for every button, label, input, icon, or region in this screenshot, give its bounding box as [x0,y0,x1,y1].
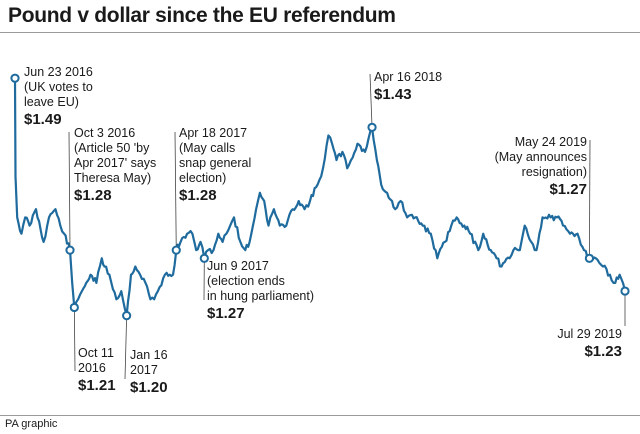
annotation-marker [122,311,132,321]
annotation-value: $1.23 [584,343,622,360]
top-rule [0,32,640,33]
annotation-value: $1.21 [78,377,116,394]
annotation-leader [124,315,128,380]
annotation-note: election) [179,171,226,185]
annotation-note: (UK votes to [24,80,93,94]
annotation-date: May 24 2019 [515,135,587,149]
chart-title: Pound v dollar since the EU referendum [8,4,396,27]
annotation-note: resignation) [522,165,587,179]
annotation-note: in hung parliament) [207,289,314,303]
annotation-leader [73,307,76,372]
annotation-date: Apr 18 2017 [179,126,247,140]
annotation-marker [584,253,595,263]
annotation-date: Jul 29 2019 [557,327,622,341]
annotation-note: (May announces [495,150,587,164]
annotation-leader [369,73,373,128]
annotation-value: $1.27 [549,181,587,198]
annotation-leader [589,139,591,259]
annotation-value: $1.20 [130,379,168,396]
annotation-value: $1.49 [24,111,62,128]
annotation-marker [69,302,79,313]
annotation-marker [171,245,181,255]
annotation-leader [68,131,71,251]
annotation-value: $1.28 [74,187,112,204]
annotation-date: Jun 23 2016 [24,65,93,79]
footer-credit: PA graphic [5,418,58,430]
annotation-date: Apr 16 2018 [374,70,442,84]
annotation-note: Apr 2017' says [74,156,156,170]
annotation-note: 2017 [130,363,158,377]
annotation-date: Oct 3 2016 [74,126,135,140]
annotation-note: (Article 50 'by [74,141,150,155]
annotation-note: leave EU) [24,95,79,109]
annotation-date: Oct 11 [78,346,114,360]
annotation-date: Jan 16 [130,348,168,362]
annotation-marker [10,73,20,83]
annotation-date: Jun 9 2017 [207,259,269,273]
annotation-note: Theresa May) [74,171,151,185]
annotation-value: $1.27 [207,305,245,322]
annotation-note: snap general [179,156,251,170]
annotation-marker [367,122,377,132]
annotation-marker [65,245,75,255]
bottom-rule [0,415,640,416]
annotation-marker [620,286,630,296]
annotation-note: 2016 [78,361,106,375]
series-line [13,78,627,317]
annotation-marker [199,253,209,263]
annotation-value: $1.43 [374,86,412,103]
annotation-note: (election ends [207,274,285,288]
annotation-value: $1.28 [179,187,217,204]
annotation-note: (May calls [179,141,235,155]
annotation-leader [174,131,177,251]
